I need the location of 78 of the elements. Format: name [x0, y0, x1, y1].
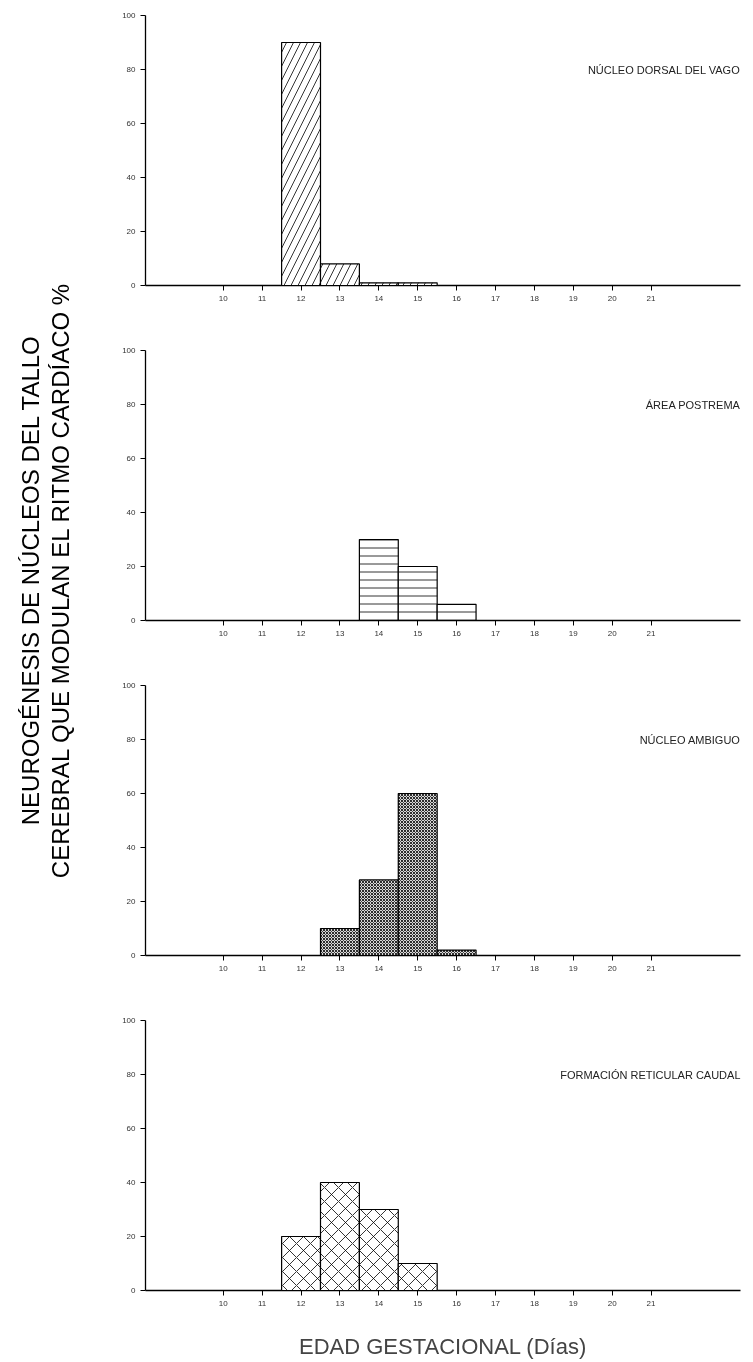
y-tick-label: 80	[126, 400, 137, 409]
y-tick-label: 20	[126, 897, 137, 906]
x-tick-label: 21	[646, 293, 657, 303]
y-tick-label: 60	[126, 789, 137, 798]
x-tick-label: 15	[413, 628, 423, 638]
x-tick-label: 20	[607, 293, 618, 303]
x-axis-title: EDAD GESTACIONAL (Días)	[298, 1333, 587, 1359]
x-tick-label: 21	[646, 628, 657, 638]
x-tick-label: 19	[568, 293, 579, 303]
x-tick-label: 10	[218, 963, 229, 973]
x-tick-label: 11	[258, 963, 267, 973]
x-tick-label: 17	[491, 1298, 501, 1308]
x-tick-label: 13	[335, 963, 345, 973]
x-tick-label: 18	[529, 293, 540, 303]
x-tick-label: 18	[529, 963, 540, 973]
y-tick-label: 0	[131, 951, 137, 960]
y-tick-label: 100	[122, 346, 137, 355]
x-tick-label: 14	[374, 628, 384, 638]
x-tick-label: 10	[218, 1298, 229, 1308]
x-tick-label: 19	[568, 1298, 579, 1308]
x-tick-label: 17	[491, 963, 501, 973]
x-tick-label: 10	[218, 293, 229, 303]
x-tick-label: 16	[452, 293, 462, 303]
x-tick-label: 12	[296, 293, 307, 303]
x-tick-label: 14	[374, 293, 384, 303]
y-tick-label: 20	[126, 562, 137, 571]
y-tick-label: 40	[126, 1178, 137, 1187]
y-tick-label: 20	[126, 1232, 137, 1241]
y-tick-label: 80	[126, 65, 137, 74]
x-tick-label: 13	[335, 1298, 345, 1308]
x-tick-label: 13	[335, 293, 345, 303]
text: FORMACIÓN RETICULAR CAUDAL	[560, 1068, 741, 1081]
y-tick-label: 0	[131, 616, 137, 625]
x-tick-label: 19	[568, 963, 579, 973]
y-tick-label: 40	[126, 173, 137, 182]
text: NÚCLEO DORSAL DEL VAGO	[587, 63, 741, 76]
y-tick-label: 60	[126, 1124, 137, 1133]
x-tick-label: 17	[491, 293, 501, 303]
x-tick-label: 15	[413, 293, 423, 303]
x-tick-label: 16	[452, 1298, 462, 1308]
x-tick-label: 21	[646, 1298, 657, 1308]
x-tick-label: 12	[296, 628, 307, 638]
y-tick-label: 0	[131, 281, 137, 290]
x-tick-label: 14	[374, 963, 384, 973]
x-tick-label: 20	[607, 963, 618, 973]
text: NÚCLEO AMBIGUO	[639, 733, 741, 746]
y-tick-label: 0	[131, 1286, 137, 1295]
x-tick-label: 19	[568, 628, 579, 638]
y-tick-label: 60	[126, 454, 137, 463]
text: ÁREA POSTREMA	[645, 398, 741, 411]
y-tick-label: 20	[126, 227, 137, 236]
x-tick-label: 18	[529, 628, 540, 638]
y-tick-label: 80	[126, 1070, 137, 1079]
x-tick-label: 15	[413, 1298, 423, 1308]
y-tick-label: 100	[122, 681, 137, 690]
y-tick-label: 40	[126, 843, 137, 852]
y-tick-label: 60	[126, 119, 137, 128]
x-tick-label: 17	[491, 628, 501, 638]
x-tick-label: 11	[258, 293, 267, 303]
x-tick-label: 21	[646, 963, 657, 973]
y-tick-label: 80	[126, 735, 137, 744]
y-tick-label: 40	[126, 508, 137, 517]
x-tick-label: 13	[335, 628, 345, 638]
x-tick-label: 11	[258, 1298, 267, 1308]
x-tick-label: 16	[452, 963, 462, 973]
x-tick-label: 12	[296, 963, 307, 973]
x-tick-label: 20	[607, 628, 618, 638]
y-tick-label: 100	[122, 1016, 137, 1025]
x-tick-label: 10	[218, 628, 229, 638]
x-tick-label: 11	[258, 628, 267, 638]
x-tick-label: 18	[529, 1298, 540, 1308]
y-axis-title: NEUROGÉNESIS DE NÚCLEOS DEL TALLO CEREBRAL QUE MODULAN EL RITMO CARDÍACO %	[17, 283, 74, 879]
x-tick-label: 12	[296, 1298, 307, 1308]
y-tick-label: 100	[122, 11, 137, 20]
x-tick-label: 15	[413, 963, 423, 973]
x-tick-label: 16	[452, 628, 462, 638]
x-tick-label: 20	[607, 1298, 618, 1308]
x-tick-label: 14	[374, 1298, 384, 1308]
